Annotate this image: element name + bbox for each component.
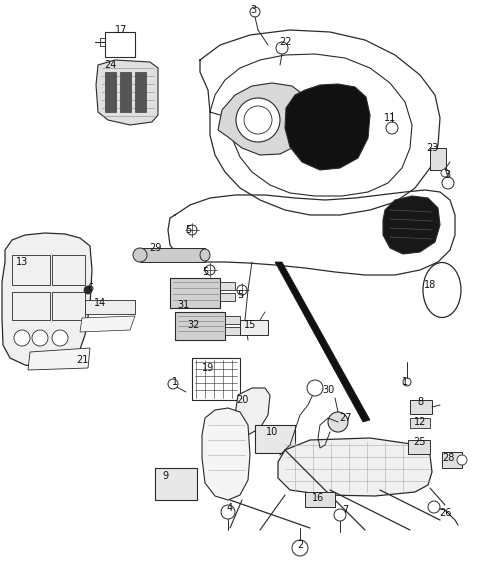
Ellipse shape: [133, 248, 147, 262]
Text: 30: 30: [322, 385, 334, 395]
Bar: [410, 400, 432, 414]
Bar: [408, 440, 430, 454]
Polygon shape: [80, 316, 135, 332]
Bar: [240, 320, 268, 335]
Circle shape: [237, 285, 247, 295]
Text: 23: 23: [426, 143, 438, 153]
Circle shape: [84, 286, 92, 294]
Polygon shape: [218, 83, 310, 155]
Circle shape: [250, 7, 260, 17]
Text: 20: 20: [236, 395, 248, 405]
Text: 28: 28: [442, 453, 454, 463]
Polygon shape: [96, 60, 158, 125]
Polygon shape: [235, 388, 270, 435]
Bar: [120, 72, 131, 112]
Text: 1: 1: [402, 377, 408, 387]
Text: 15: 15: [244, 320, 256, 330]
Polygon shape: [202, 408, 250, 500]
Bar: [305, 492, 335, 507]
Circle shape: [205, 265, 215, 275]
Text: 18: 18: [424, 280, 436, 290]
Bar: [225, 316, 240, 324]
Text: 31: 31: [177, 300, 189, 310]
Bar: [410, 418, 430, 428]
Text: 1: 1: [172, 377, 178, 387]
Circle shape: [428, 501, 440, 513]
Text: 12: 12: [414, 417, 426, 427]
Text: 26: 26: [439, 508, 451, 518]
Bar: [192, 358, 240, 400]
Bar: [12, 292, 50, 320]
Bar: [85, 300, 135, 314]
Bar: [225, 327, 240, 335]
Bar: [52, 255, 85, 285]
Circle shape: [52, 330, 68, 346]
Circle shape: [457, 455, 467, 465]
Text: 19: 19: [202, 363, 214, 373]
Circle shape: [244, 106, 272, 134]
Bar: [135, 72, 146, 112]
Text: 32: 32: [187, 320, 199, 330]
Circle shape: [221, 505, 235, 519]
Text: 21: 21: [76, 355, 88, 365]
Ellipse shape: [423, 263, 461, 317]
Text: 3: 3: [250, 5, 256, 15]
Circle shape: [168, 379, 178, 389]
Bar: [140, 248, 205, 262]
Polygon shape: [383, 196, 440, 254]
Polygon shape: [278, 438, 432, 496]
Circle shape: [442, 177, 454, 189]
Text: 24: 24: [104, 60, 116, 70]
Text: 2: 2: [297, 540, 303, 550]
Circle shape: [292, 540, 308, 556]
Bar: [255, 425, 295, 453]
Circle shape: [276, 42, 288, 54]
Polygon shape: [285, 84, 370, 170]
Ellipse shape: [200, 249, 210, 261]
Circle shape: [386, 122, 398, 134]
Text: 9: 9: [162, 471, 168, 481]
Polygon shape: [275, 262, 370, 422]
Text: 11: 11: [384, 113, 396, 123]
Text: 5: 5: [202, 267, 208, 277]
Bar: [155, 468, 197, 500]
Polygon shape: [28, 348, 90, 370]
Text: 7: 7: [342, 505, 348, 515]
Text: 16: 16: [312, 493, 324, 503]
Bar: [105, 72, 116, 112]
Circle shape: [307, 380, 323, 396]
Bar: [52, 292, 85, 320]
Text: 5: 5: [237, 290, 243, 300]
Bar: [430, 148, 446, 170]
Text: 8: 8: [417, 397, 423, 407]
Circle shape: [441, 169, 449, 177]
Bar: [220, 293, 235, 301]
Text: 29: 29: [149, 243, 161, 253]
Text: 5: 5: [185, 225, 191, 235]
Bar: [220, 282, 235, 290]
Circle shape: [236, 98, 280, 142]
Text: 13: 13: [16, 257, 28, 267]
Text: 14: 14: [94, 298, 106, 308]
Circle shape: [32, 330, 48, 346]
Text: 3: 3: [444, 170, 450, 180]
Polygon shape: [2, 233, 92, 368]
Text: 25: 25: [414, 437, 426, 447]
Text: 27: 27: [339, 413, 351, 423]
Bar: [170, 278, 220, 308]
Circle shape: [334, 509, 346, 521]
Circle shape: [328, 412, 348, 432]
Bar: [442, 452, 462, 468]
Bar: [105, 32, 135, 57]
Circle shape: [187, 225, 197, 235]
Bar: [12, 255, 50, 285]
Text: 10: 10: [266, 427, 278, 437]
Bar: [175, 312, 225, 340]
Text: 17: 17: [115, 25, 127, 35]
Circle shape: [403, 378, 411, 386]
Text: 6: 6: [87, 283, 93, 293]
Circle shape: [14, 330, 30, 346]
Text: 22: 22: [279, 37, 291, 47]
Text: 4: 4: [227, 503, 233, 513]
